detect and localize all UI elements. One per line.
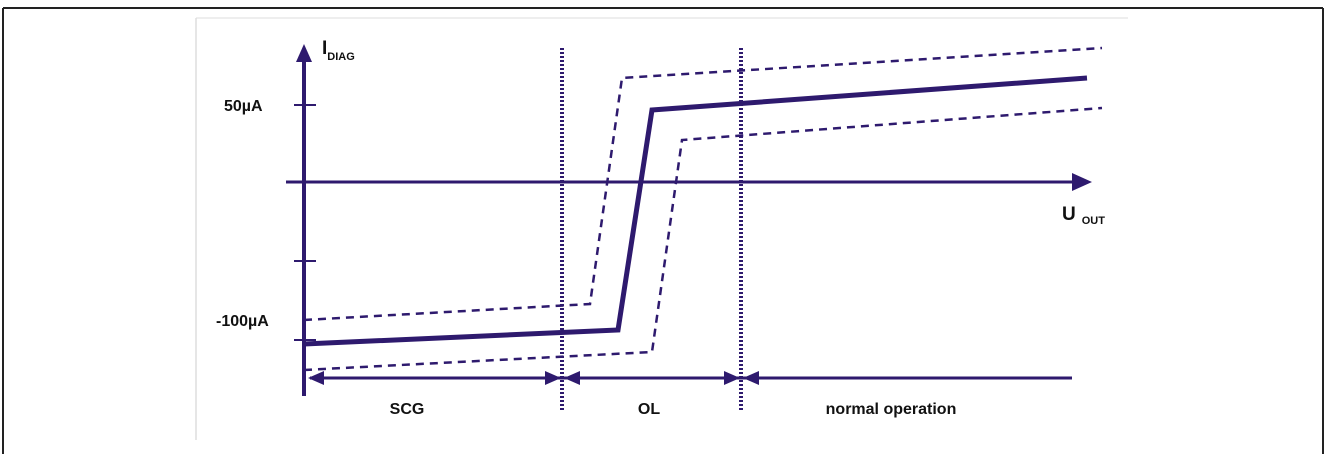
upper-tolerance-curve [303, 46, 1103, 322]
x-axis-label: U OUT [1062, 204, 1105, 227]
region-label-ol: OL [638, 401, 660, 418]
y-axis-subscript: DIAG [327, 51, 355, 63]
scg-right-arrow-icon [545, 371, 561, 385]
ol-left-arrow-icon [564, 371, 580, 385]
ol-right-arrow-icon [724, 371, 740, 385]
x-axis [286, 173, 1092, 191]
normal-left-arrow-icon [743, 371, 759, 385]
region-label-scg: SCG [390, 401, 425, 418]
nominal-characteristic-curve [303, 75, 1088, 347]
scg-left-arrow-icon [308, 371, 324, 385]
tick-label-minus100ua: -100µA [216, 313, 269, 330]
y-axis-arrow-icon [296, 44, 312, 62]
y-axis-label: IDIAG [322, 38, 355, 63]
x-axis-arrow-icon [1072, 173, 1092, 191]
y-axis-symbol: I [322, 38, 327, 59]
x-axis-symbol: U [1062, 204, 1076, 225]
lower-tolerance-curve [303, 106, 1103, 372]
region-label-normal-operation: normal operation [826, 401, 957, 418]
tick-label-50ua: 50µA [224, 98, 263, 115]
x-axis-subscript: OUT [1082, 215, 1106, 227]
region-arrows [308, 371, 1072, 385]
